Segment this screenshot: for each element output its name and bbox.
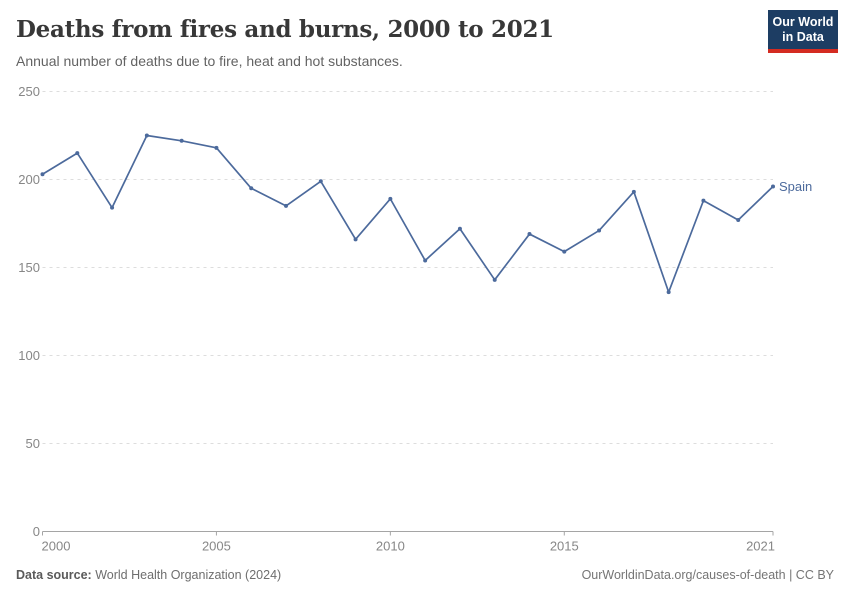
data-point-2017[interactable] bbox=[631, 189, 636, 194]
data-source-text: World Health Organization (2024) bbox=[91, 568, 282, 582]
data-source-label: Data source: bbox=[16, 568, 92, 582]
data-point-2016[interactable] bbox=[597, 228, 602, 233]
data-point-2014[interactable] bbox=[527, 232, 532, 237]
data-point-2009[interactable] bbox=[353, 237, 358, 242]
y-tick-label: 250 bbox=[18, 84, 40, 99]
data-point-2019[interactable] bbox=[701, 198, 706, 203]
chart-footer: Data source: World Health Organization (… bbox=[16, 568, 834, 582]
attribution-link[interactable]: OurWorldinData.org/causes-of-death | CC … bbox=[581, 568, 834, 582]
y-tick-label: 100 bbox=[18, 348, 40, 363]
data-point-2010[interactable] bbox=[388, 196, 393, 201]
owid-logo-line2: in Data bbox=[782, 29, 824, 44]
data-point-2021[interactable] bbox=[771, 184, 775, 189]
data-point-2015[interactable] bbox=[562, 249, 567, 254]
series-label[interactable]: Spain bbox=[779, 179, 812, 194]
x-tick-label: 2010 bbox=[376, 539, 405, 554]
x-tick-label: 2015 bbox=[550, 539, 579, 554]
data-point-2001[interactable] bbox=[75, 151, 80, 156]
y-tick-label: 0 bbox=[33, 524, 40, 539]
data-point-2006[interactable] bbox=[249, 186, 254, 191]
chart-title: Deaths from fires and burns, 2000 to 202… bbox=[16, 16, 554, 43]
data-point-2002[interactable] bbox=[110, 205, 115, 210]
y-tick-label: 150 bbox=[18, 260, 40, 275]
data-point-2007[interactable] bbox=[284, 203, 288, 208]
x-tick-label: 2005 bbox=[202, 539, 231, 554]
data-point-2011[interactable] bbox=[423, 258, 428, 263]
chart-subtitle: Annual number of deaths due to fire, hea… bbox=[16, 53, 403, 69]
y-tick-label: 50 bbox=[26, 436, 40, 451]
data-point-2004[interactable] bbox=[179, 138, 184, 143]
data-point-2012[interactable] bbox=[457, 226, 462, 231]
owid-logo[interactable]: Our World in Data bbox=[768, 10, 838, 53]
data-line-Spain[interactable] bbox=[41, 134, 774, 293]
data-point-2003[interactable] bbox=[144, 133, 149, 138]
data-source-note: Data source: World Health Organization (… bbox=[16, 568, 281, 582]
data-point-2013[interactable] bbox=[492, 277, 497, 282]
data-point-2000[interactable] bbox=[40, 172, 45, 177]
data-point-2018[interactable] bbox=[666, 290, 671, 295]
data-point-2020[interactable] bbox=[736, 217, 741, 222]
data-point-2008[interactable] bbox=[318, 179, 323, 184]
owid-logo-line1: Our World bbox=[772, 15, 834, 29]
data-point-2005[interactable] bbox=[214, 145, 219, 150]
x-tick-label: 2000 bbox=[42, 539, 71, 554]
y-tick-label: 200 bbox=[18, 172, 40, 187]
x-tick-label: 2021 bbox=[746, 539, 775, 554]
